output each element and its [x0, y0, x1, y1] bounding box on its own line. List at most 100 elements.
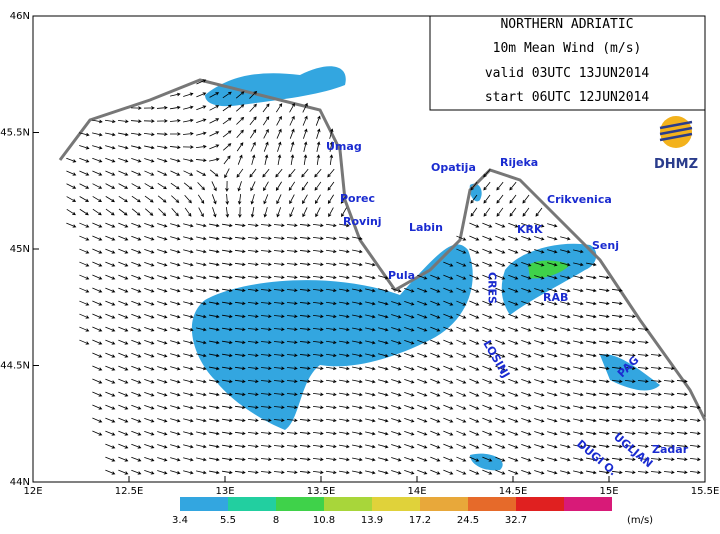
wind-arrow: [404, 314, 415, 319]
wind-arrow: [234, 314, 246, 319]
wind-arrow: [130, 119, 142, 123]
wind-arrow: [92, 119, 103, 124]
wind-arrow: [237, 154, 243, 165]
x-tick-label: 14E: [407, 486, 426, 497]
wind-arrow: [391, 301, 402, 306]
wind-arrow: [157, 405, 168, 410]
place-label: Rijeka: [500, 156, 538, 169]
wind-arrow: [92, 365, 103, 371]
wind-arrow: [169, 118, 181, 123]
wind-arrow: [469, 352, 480, 358]
wind-arrow: [236, 116, 245, 125]
wind-arrow: [340, 194, 348, 204]
wind-arrow: [105, 235, 116, 241]
wind-arrow: [66, 208, 76, 216]
wind-arrow: [247, 262, 259, 267]
wind-arrow: [131, 235, 142, 241]
wind-arrow: [299, 444, 311, 449]
wind-arrow: [79, 248, 90, 254]
wind-arrow: [183, 92, 194, 97]
wind-arrow: [170, 92, 181, 97]
wind-arrow: [209, 301, 220, 306]
wind-arrow: [521, 404, 532, 410]
wind-arrow: [92, 132, 103, 137]
wind-arrow: [92, 313, 103, 319]
wind-arrow: [157, 314, 168, 319]
wind-arrow: [378, 340, 389, 345]
wind-arrow: [521, 339, 532, 345]
wind-arrow: [430, 469, 441, 475]
wind-arrow: [676, 418, 688, 423]
wind-arrow: [495, 274, 506, 280]
wind-arrow: [611, 418, 623, 423]
wind-arrow: [325, 366, 337, 371]
wind-arrow: [273, 327, 285, 332]
wind-arrow: [247, 249, 259, 254]
wind-arrow: [456, 378, 467, 384]
wind-arrow: [196, 418, 207, 423]
wind-arrow: [469, 274, 480, 280]
wind-arrow: [105, 326, 116, 332]
wind-arrow: [157, 275, 168, 280]
wind-arrow: [169, 145, 181, 150]
wind-arrow: [663, 457, 675, 462]
wind-arrow: [365, 327, 376, 332]
wind-arrow: [170, 170, 181, 176]
wind-arrow: [209, 340, 220, 345]
x-tick-label: 12E: [23, 486, 42, 497]
wind-arrow: [222, 104, 232, 112]
wind-arrow: [624, 353, 636, 358]
wind-arrow: [144, 313, 155, 319]
wind-arrow: [234, 457, 246, 462]
wind-arrow: [637, 444, 649, 449]
wind-arrow: [534, 457, 545, 462]
wind-arrow: [286, 353, 298, 358]
wind-arrow: [573, 288, 584, 293]
wind-arrow: [196, 288, 207, 293]
wind-arrow: [508, 300, 519, 306]
wind-arrow: [312, 470, 324, 475]
wind-arrow: [599, 431, 610, 436]
wind-arrow: [131, 158, 142, 163]
wind-arrow: [586, 340, 597, 345]
wind-arrow: [417, 378, 428, 384]
wind-arrow: [118, 208, 128, 216]
wind-arrow: [131, 391, 142, 397]
wind-arrow: [286, 301, 298, 306]
wind-arrow: [312, 275, 324, 280]
wind-arrow: [365, 392, 376, 397]
wind-arrow: [131, 222, 142, 228]
wind-arrow: [534, 327, 545, 332]
wind-arrow: [312, 366, 324, 371]
wind-arrow: [469, 417, 480, 423]
wind-arrow: [209, 405, 220, 410]
wind-arrow: [495, 313, 506, 319]
wind-arrow: [286, 392, 298, 397]
wind-arrow: [547, 405, 558, 410]
wind-arrow: [195, 158, 207, 163]
wind-arrow: [508, 274, 519, 280]
wind-arrow: [599, 353, 610, 358]
wind-arrow: [105, 222, 116, 228]
wind-arrow: [443, 456, 454, 462]
wind-arrow: [247, 431, 259, 436]
wind-arrow: [260, 470, 272, 475]
wind-arrow: [430, 326, 441, 332]
wind-arrow: [534, 301, 545, 306]
wind-arrow: [273, 470, 285, 475]
wind-arrow: [365, 418, 376, 423]
wind-arrow: [325, 405, 337, 410]
wind-arrow: [211, 181, 217, 192]
wind-arrow: [157, 223, 168, 228]
wind-arrow: [417, 417, 428, 423]
wind-arrow: [650, 444, 662, 449]
wind-arrow: [299, 431, 311, 436]
wind-arrow: [105, 391, 116, 397]
wind-arrow: [456, 235, 467, 241]
wind-arrow: [573, 249, 584, 254]
wind-arrow: [157, 145, 168, 150]
wind-arrow: [325, 392, 337, 397]
wind-arrow: [534, 470, 545, 475]
wind-arrow: [495, 378, 506, 384]
wind-arrow: [223, 155, 231, 165]
